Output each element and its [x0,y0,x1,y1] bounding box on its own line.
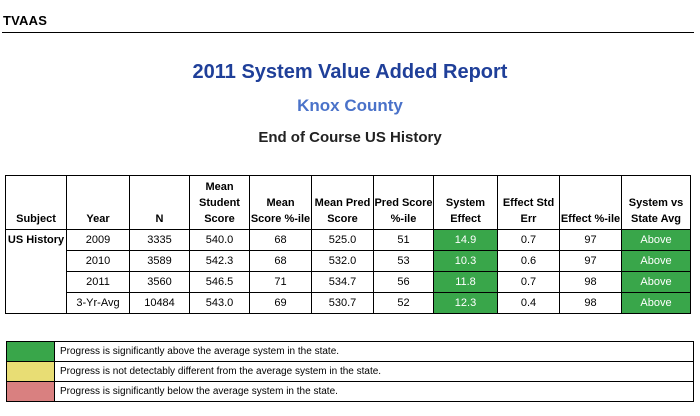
header-divider [2,32,694,33]
year-cell: 2011 [66,271,130,293]
mean-student-score-cell: 542.3 [189,250,250,272]
legend-label-below: Progress is significantly below the aver… [54,381,694,402]
report-subtitle: Knox County [297,96,403,115]
table-header-row: Subject Year N Mean Student Score Mean S… [5,175,691,230]
table-row: 2010 3589 542.3 68 532.0 53 10.3 0.6 97 … [6,250,691,272]
n-cell: 3335 [129,229,190,251]
vs-state-cell: Above [621,250,691,272]
mean-pred-score-cell: 532.0 [311,250,374,272]
system-effect-cell: 11.8 [433,271,498,293]
effect-std-err-cell: 0.7 [497,271,560,293]
pred-score-pctile-cell: 53 [373,250,434,272]
column-header: N [129,175,190,230]
value-added-table: Subject Year N Mean Student Score Mean S… [5,175,691,314]
effect-pctile-cell: 97 [559,250,622,272]
vs-state-cell: Above [621,292,691,314]
legend-row: Progress is not detectably different fro… [6,361,694,382]
column-header: Pred Score %-ile [373,175,434,230]
mean-student-score-cell: 543.0 [189,292,250,314]
legend-row: Progress is significantly above the aver… [6,341,694,362]
year-cell: 3-Yr-Avg [66,292,130,314]
effect-std-err-cell: 0.6 [497,250,560,272]
table-row: 3-Yr-Avg 10484 543.0 69 530.7 52 12.3 0.… [6,292,691,314]
mean-student-score-cell: 540.0 [189,229,250,251]
system-effect-cell: 14.9 [433,229,498,251]
column-header: System vs State Avg [621,175,691,230]
column-header: Year [66,175,130,230]
tvaas-logo-text: TVAAS [3,13,48,28]
column-header: Effect %-ile [559,175,622,230]
n-cell: 3589 [129,250,190,272]
mean-pred-score-cell: 534.7 [311,271,374,293]
vs-state-cell: Above [621,271,691,293]
effect-pctile-cell: 98 [559,292,622,314]
table-row: US History 2009 3335 540.0 68 525.0 51 1… [5,229,691,314]
legend-row: Progress is significantly below the aver… [6,381,694,402]
mean-pred-score-cell: 525.0 [311,229,374,251]
legend-label-above: Progress is significantly above the aver… [54,341,694,362]
effect-pctile-cell: 97 [559,229,622,251]
system-effect-cell: 10.3 [433,250,498,272]
effect-std-err-cell: 0.4 [497,292,560,314]
column-header: Effect Std Err [497,175,560,230]
pred-score-pctile-cell: 56 [373,271,434,293]
table-row: 2011 3560 546.5 71 534.7 56 11.8 0.7 98 … [6,271,691,293]
column-header: Subject [5,175,67,230]
subject-cell: US History [5,229,67,314]
pred-score-pctile-cell: 51 [373,229,434,251]
legend-swatch-above [6,341,55,362]
year-cell: 2010 [66,250,130,272]
effect-std-err-cell: 0.7 [497,229,560,251]
vs-state-cell: Above [621,229,691,251]
legend-label-not-different: Progress is not detectably different fro… [54,361,694,382]
column-header: System Effect [433,175,498,230]
n-cell: 10484 [129,292,190,314]
effect-pctile-cell: 98 [559,271,622,293]
column-header: Mean Student Score [189,175,250,230]
legend-swatch-below [6,381,55,402]
legend-swatch-not-different [6,361,55,382]
mean-student-score-cell: 546.5 [189,271,250,293]
pred-score-pctile-cell: 52 [373,292,434,314]
column-header: Mean Score %-ile [249,175,312,230]
mean-score-pctile-cell: 68 [249,229,312,251]
year-cell: 2009 [66,229,130,251]
system-effect-cell: 12.3 [433,292,498,314]
mean-pred-score-cell: 530.7 [311,292,374,314]
column-header: Mean Pred Score [311,175,374,230]
report-title: 2011 System Value Added Report [192,61,508,83]
mean-score-pctile-cell: 68 [249,250,312,272]
course-name: End of Course US History [258,129,442,146]
mean-score-pctile-cell: 71 [249,271,312,293]
mean-score-pctile-cell: 69 [249,292,312,314]
n-cell: 3560 [129,271,190,293]
color-legend: Progress is significantly above the aver… [6,341,694,402]
